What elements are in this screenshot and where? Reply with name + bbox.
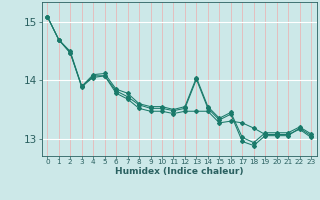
X-axis label: Humidex (Indice chaleur): Humidex (Indice chaleur) xyxy=(115,167,244,176)
